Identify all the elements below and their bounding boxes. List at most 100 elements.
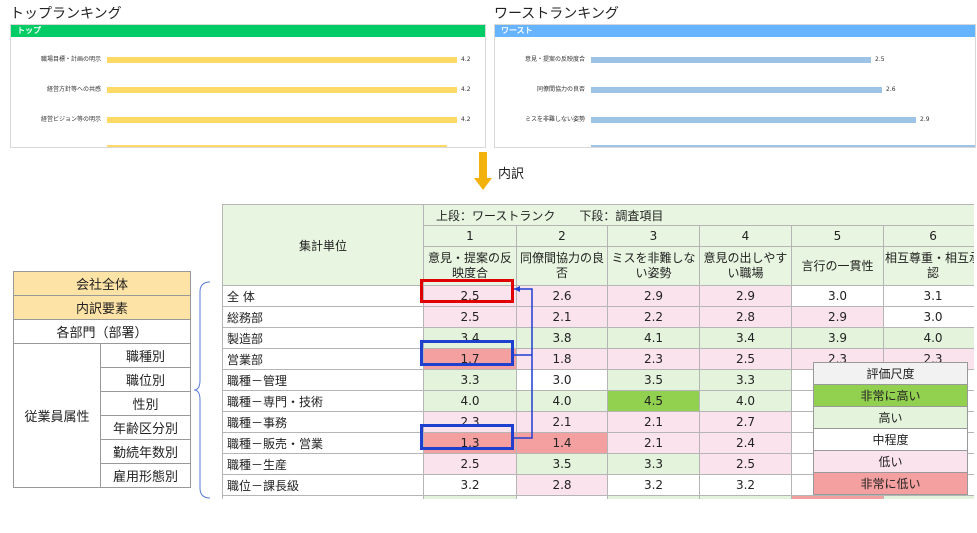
column-rank: 1 <box>423 225 517 247</box>
row-label: 職種－管理 <box>222 369 424 391</box>
score-cell: 3.0 <box>791 285 884 307</box>
score-cell: 2.1 <box>607 432 700 454</box>
bracket-connector <box>193 281 211 499</box>
ranking-value: 2.6 <box>886 86 896 93</box>
top-ranking-chart: トップ 職場目標・計画の明示 4.2 経営方針等への共感 4.2 経営ビジョン等の明示 4… <box>10 24 486 148</box>
ranking-row: 職場目標・計画の明示 4.2 <box>11 55 485 65</box>
category-breakdown: 内訳要素 <box>13 295 191 320</box>
column-item: 言行の一貫性 <box>791 246 884 286</box>
ranking-label: 職場目標・計画の明示 <box>40 56 101 63</box>
row-label: 営業部 <box>222 348 424 370</box>
score-cell: 3.2 <box>423 474 517 496</box>
ranking-bar <box>591 117 916 123</box>
score-cell: 2.9 <box>607 285 700 307</box>
category-attr: 職種別 <box>100 343 191 368</box>
score-cell: 2.6 <box>516 285 608 307</box>
table-row: 総務部 2.5 2.1 2.2 2.8 2.9 3.0 <box>222 306 974 328</box>
score-cell: 2.8 <box>516 474 608 496</box>
score-cell: 3.0 <box>516 369 608 391</box>
category-attr: 勤続年数別 <box>100 439 191 464</box>
score-cell: 2.5 <box>699 453 792 475</box>
score-cell: 3.1 <box>882 285 974 307</box>
score-cell: 3.5 <box>607 495 700 499</box>
row-label: 職種－専門・技術 <box>222 390 424 412</box>
highlight-worst-overall <box>420 279 514 303</box>
ranking-row: 同僚間協力の良否 2.6 <box>495 85 975 95</box>
score-cell: 2.4 <box>699 432 792 454</box>
ranking-bar <box>107 87 457 93</box>
ranking-bar <box>591 87 882 93</box>
ranking-value: 4.2 <box>461 56 471 63</box>
column-rank: 6 <box>882 225 974 247</box>
score-cell: 2.5 <box>423 306 517 328</box>
highlight-sales-role <box>420 424 514 450</box>
category-attr: 年齢区分別 <box>100 415 191 440</box>
score-cell: 2.5 <box>423 453 517 475</box>
breakdown-label: 内訳 <box>498 167 525 182</box>
highlight-connector <box>514 286 533 439</box>
category-attr: 職位別 <box>100 367 191 392</box>
score-cell: 2.7 <box>699 411 792 433</box>
score-cell: 3.0 <box>882 306 974 328</box>
score-cell: 2.9 <box>699 285 792 307</box>
score-cell: 3.9 <box>791 327 884 349</box>
ranking-bar-clipped <box>107 145 447 147</box>
down-arrow-icon <box>474 178 492 190</box>
score-cell: 1.4 <box>516 432 608 454</box>
row-label: 全 体 <box>222 285 424 307</box>
column-item: 意見の出しやすい職場 <box>699 246 792 286</box>
legend-high: 高い <box>813 406 968 429</box>
score-cell: 2.9 <box>791 306 884 328</box>
score-cell: 3.5 <box>423 495 517 499</box>
column-item: 同僚間協力の良否 <box>516 246 608 286</box>
ranking-bar <box>107 57 457 63</box>
row-label: 職種－事務 <box>222 411 424 433</box>
ranking-value: 4.2 <box>461 116 471 123</box>
column-item: ミスを非難しない姿勢 <box>607 246 700 286</box>
score-cell: 2.1 <box>516 306 608 328</box>
table-row: 営業部 1.7 1.8 2.3 2.5 2.3 2.3 <box>222 348 974 370</box>
category-employee-attr: 従業員属性 <box>13 343 101 488</box>
top-ranking-header: トップ <box>11 25 485 37</box>
ranking-label: 経営方針等への共感 <box>46 86 101 93</box>
row-label: 職種－生産 <box>222 453 424 475</box>
score-cell: 4.1 <box>607 327 700 349</box>
legend-very-low: 非常に低い <box>813 472 968 495</box>
category-attr: 雇用形態別 <box>100 463 191 488</box>
score-cell: 2.1 <box>607 411 700 433</box>
grid-caption: 上段：ワーストランク 下段：調査項目 <box>422 204 974 226</box>
ranking-row: ミスを非難しない姿勢 2.9 <box>495 115 975 125</box>
ranking-label: 経営ビジョン等の明示 <box>40 116 101 123</box>
column-rank: 2 <box>516 225 608 247</box>
column-item: 相互尊重・相互承認 <box>882 246 974 286</box>
legend-low: 低い <box>813 450 968 473</box>
score-cell: 2.5 <box>699 348 792 370</box>
evaluation-legend: 評価尺度 非常に高い 高い 中程度 低い 非常に低い <box>813 362 968 495</box>
score-cell: 3.3 <box>607 453 700 475</box>
score-cell: 2.3 <box>423 411 517 433</box>
score-cell: 3.5 <box>699 495 792 499</box>
score-cell: 3.5 <box>607 369 700 391</box>
score-cell: 4.1 <box>882 495 974 499</box>
ranking-value: 2.5 <box>875 56 885 63</box>
row-label: 総務部 <box>222 306 424 328</box>
down-arrow-shaft <box>479 152 487 180</box>
category-table: 会社全体 内訳要素 各部門（部署） 従業員属性 職種別 職位別 性別 年齢区分別… <box>13 271 191 488</box>
unit-header: 集計単位 <box>222 204 424 286</box>
score-cell: 3.4 <box>699 327 792 349</box>
ranking-label: 意見・提案の反映度合 <box>524 56 585 63</box>
score-cell: 4.0 <box>699 390 792 412</box>
score-cell: 2.8 <box>699 306 792 328</box>
worst-ranking-title: ワーストランキング <box>494 6 619 22</box>
score-cell: 4.0 <box>423 390 517 412</box>
row-label: 職位－課長級 <box>222 474 424 496</box>
table-row: 製造部 3.4 3.8 4.1 3.4 3.9 4.0 <box>222 327 974 349</box>
table-row: 職位－係長級3.53.03.53.51.34.1 <box>222 495 974 499</box>
score-cell: 3.3 <box>423 369 517 391</box>
score-cell: 3.2 <box>607 474 700 496</box>
ranking-bar <box>591 57 871 63</box>
worst-ranking-chart: ワースト 意見・提案の反映度合 2.5 同僚間協力の良否 2.6 ミスを非難しない姿勢 2… <box>494 24 976 148</box>
score-cell: 1.3 <box>791 495 884 499</box>
legend-mid: 中程度 <box>813 428 968 451</box>
ranking-bar <box>107 117 457 123</box>
